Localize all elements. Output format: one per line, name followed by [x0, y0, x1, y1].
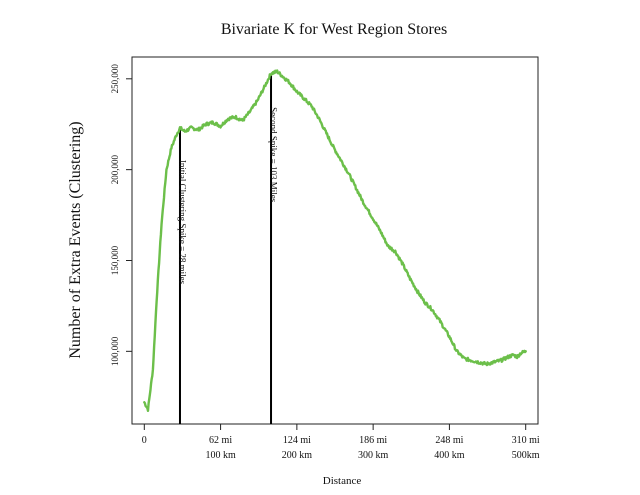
plot-frame — [131, 56, 539, 425]
annotation-label-0: Initial Clustering Spike = 28 miles — [178, 160, 188, 285]
annotations: Initial Clustering Spike = 28 miles Secon… — [178, 75, 279, 424]
annotation-label-1: Second Spike = 103 Miles — [269, 107, 279, 203]
y-axis: 100,000 150,000 200,000 250,000 — [110, 64, 132, 366]
x-tick-sublabel-5: 500km — [512, 450, 540, 461]
x-tick-sublabel-4: 400 km — [434, 450, 465, 461]
x-tick-label-1: 62 mi — [209, 435, 232, 446]
x-tick-sublabel-3: 300 km — [358, 450, 389, 461]
x-axis-label: Distance — [323, 475, 362, 487]
x-axis: 0 62 mi 100 km 124 mi 200 km 186 mi 300 km 248 … — [142, 424, 540, 461]
x-tick-label-0: 0 — [142, 435, 147, 446]
chart-title: Bivariate K for West Region Stores — [221, 21, 447, 38]
x-tick-sublabel-2: 200 km — [282, 450, 313, 461]
x-tick-label-5: 310 mi — [512, 435, 540, 446]
series-line-bivariate-k — [143, 69, 527, 413]
x-tick-label-2: 124 mi — [283, 435, 311, 446]
y-tick-label-3: 250,000 — [110, 64, 120, 94]
y-tick-label-1: 150,000 — [110, 245, 120, 275]
x-tick-label-4: 248 mi — [435, 435, 463, 446]
x-tick-label-3: 186 mi — [359, 435, 387, 446]
y-tick-label-0: 100,000 — [110, 336, 120, 366]
y-tick-label-2: 200,000 — [110, 155, 120, 185]
x-tick-sublabel-1: 100 km — [205, 450, 236, 461]
y-axis-label: Number of Extra Events (Clustering) — [67, 121, 84, 358]
